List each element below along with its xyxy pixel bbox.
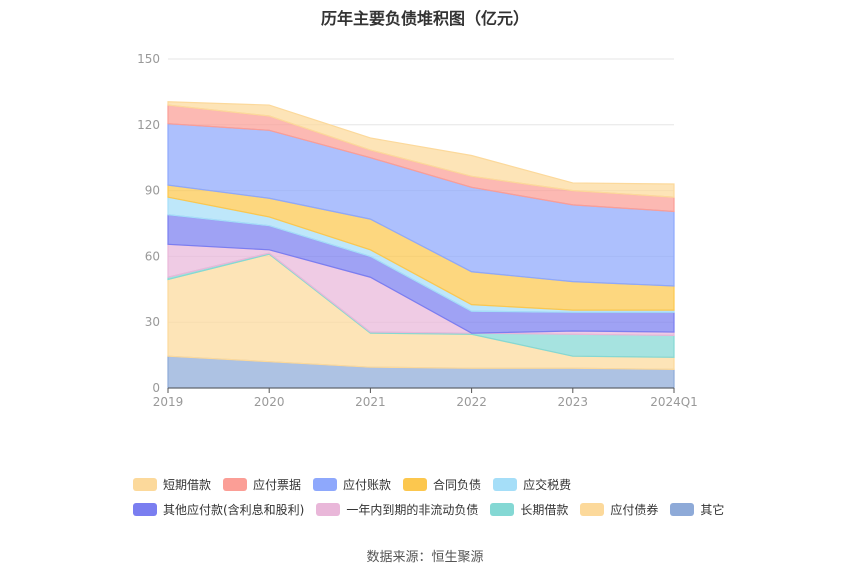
legend-swatch [580, 503, 605, 516]
y-tick-label: 30 [145, 315, 160, 329]
legend-row: 其他应付款(含利息和股利) 一年内到期的非流动负债 长期借款 应付债券 其它 [133, 497, 773, 522]
legend-label: 其它 [700, 503, 725, 517]
stacked-area-chart: 0 30 60 90 120 150 2019 2020 2021 2022 2023 2024Q1 [137, 52, 698, 409]
y-tick-label: 120 [137, 118, 160, 132]
y-tick-label: 60 [145, 249, 160, 263]
x-tick-label: 2023 [558, 395, 589, 409]
legend-swatch [493, 478, 518, 491]
legend-label: 应付债券 [610, 503, 659, 517]
area-series [167, 101, 675, 389]
x-tick-label: 2022 [456, 395, 487, 409]
legend-label: 应交税费 [523, 478, 572, 492]
x-tick-label: 2020 [254, 395, 285, 409]
y-tick-label: 0 [152, 381, 160, 395]
y-tick-label: 90 [145, 184, 160, 198]
x-tick-label: 2024Q1 [650, 395, 698, 409]
legend-swatch [223, 478, 248, 491]
axes: 0 30 60 90 120 150 2019 2020 2021 2022 2023 2024Q1 [137, 52, 698, 409]
legend-swatch [403, 478, 428, 491]
legend-label: 短期借款 [163, 478, 212, 492]
legend: 短期借款 应付票据 应付账款 合同负债 应交税费 其他应付款(含利息和股利) 一年内到期的… [133, 472, 773, 522]
legend-label: 一年内到期的非流动负债 [346, 503, 479, 517]
area-短期借款 [167, 101, 675, 198]
legend-item[interactable]: 短期借款 [133, 476, 211, 493]
legend-item[interactable]: 应交税费 [493, 476, 571, 493]
legend-item[interactable]: 应付账款 [313, 476, 391, 493]
y-tick-label: 150 [137, 52, 160, 66]
legend-swatch [670, 503, 695, 516]
legend-swatch [133, 503, 157, 516]
x-tick-label: 2021 [355, 395, 386, 409]
legend-row: 短期借款 应付票据 应付账款 合同负债 应交税费 [133, 472, 773, 497]
legend-item[interactable]: 长期借款 [490, 501, 568, 518]
legend-label: 合同负债 [433, 478, 482, 492]
legend-item[interactable]: 其它 [670, 501, 724, 518]
x-tick-label: 2019 [153, 395, 184, 409]
legend-swatch [133, 478, 157, 491]
legend-swatch [316, 503, 341, 516]
legend-item[interactable]: 一年内到期的非流动负债 [316, 501, 478, 518]
legend-label: 其他应付款(含利息和股利) [163, 503, 305, 517]
legend-swatch [490, 503, 515, 516]
legend-item[interactable]: 其他应付款(含利息和股利) [133, 501, 304, 518]
legend-label: 应付票据 [253, 478, 302, 492]
legend-label: 长期借款 [520, 503, 569, 517]
legend-label: 应付账款 [343, 478, 392, 492]
legend-swatch [313, 478, 338, 491]
legend-item[interactable]: 合同负债 [403, 476, 481, 493]
data-source: 数据来源：恒生聚源 [366, 550, 484, 565]
chart-title: 历年主要负债堆积图（亿元） [320, 9, 529, 28]
legend-item[interactable]: 应付票据 [223, 476, 301, 493]
legend-item[interactable]: 应付债券 [580, 501, 658, 518]
